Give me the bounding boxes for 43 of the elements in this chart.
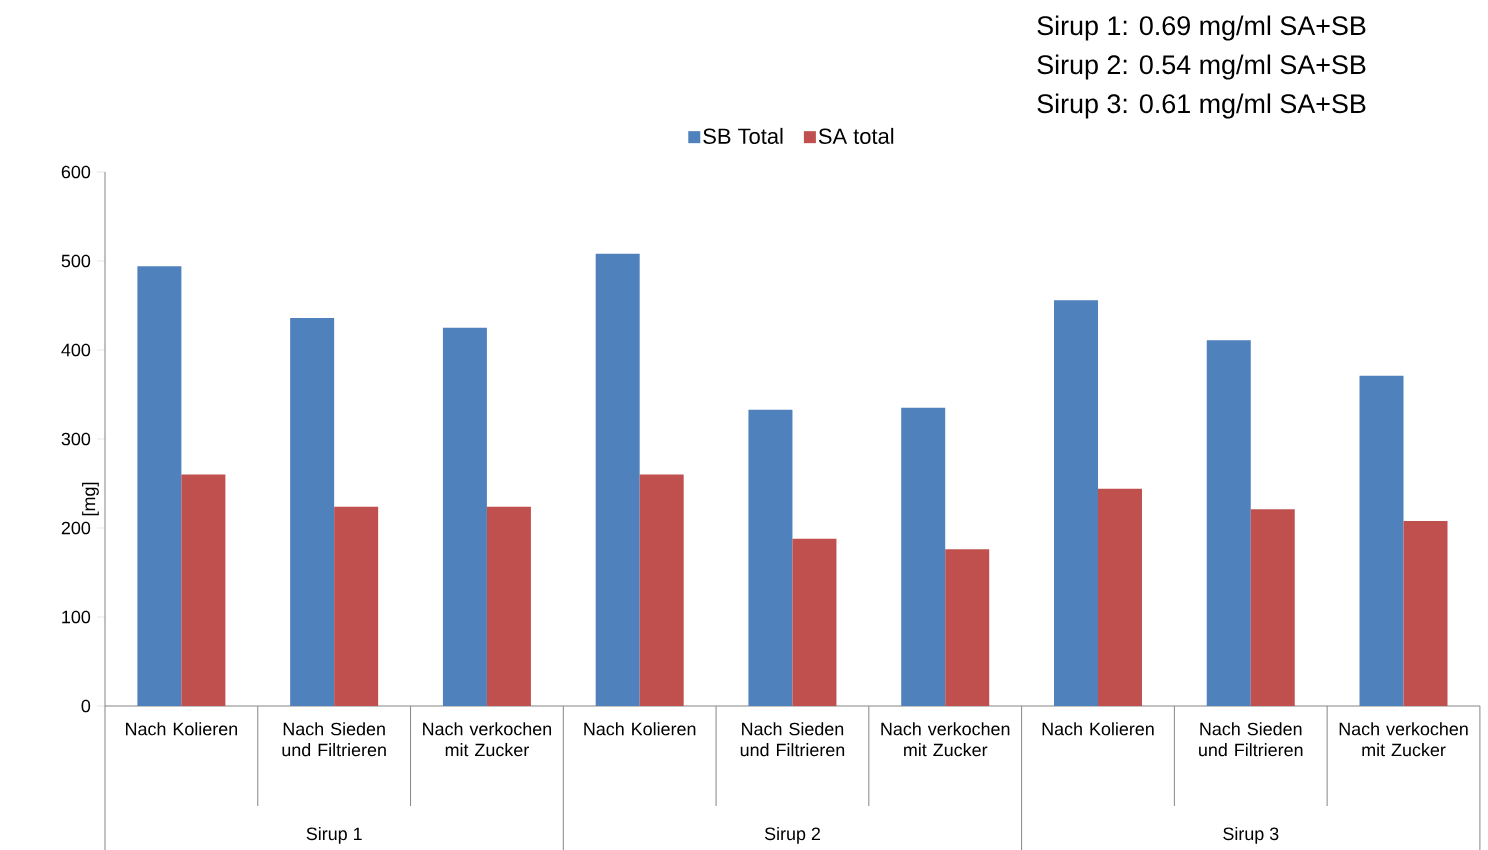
y-tick-label: 0 (81, 699, 91, 713)
y-axis-title: [mg] (82, 482, 99, 516)
x-tick-label: Nach verkochen mit Zucker (881, 722, 1010, 757)
bar (181, 474, 226, 706)
x-tick-label: Nach Sieden und Filtrieren (740, 722, 845, 757)
x-tick-label: Nach Kolieren (584, 722, 696, 736)
y-tick-label: 200 (61, 521, 91, 535)
x-tick-label: Nach Kolieren (126, 722, 238, 736)
x-tick-label: Nach Sieden und Filtrieren (1199, 722, 1303, 757)
text: Sirup 1: 0.69 mg/ml SA+SB (1037, 15, 1366, 41)
bar (639, 474, 684, 706)
bar (137, 266, 182, 706)
text: Sirup 3 (1223, 827, 1279, 844)
bar (290, 317, 335, 706)
text: Sirup 2: 0.54 mg/ml SA+SB (1037, 54, 1366, 80)
bar (334, 506, 379, 706)
bar (945, 549, 990, 706)
bar (1359, 375, 1404, 706)
bar (442, 327, 487, 706)
bar (1053, 300, 1098, 706)
bar (748, 409, 793, 706)
bar (901, 407, 946, 706)
text: Sirup 3: 0.61 mg/ml SA+SB (1037, 93, 1366, 119)
x-tick-label: Nach Sieden und Filtrieren (282, 722, 386, 757)
y-tick-label: 600 (61, 165, 91, 179)
y-tick-label: 300 (61, 432, 91, 446)
legend-label: SB Total (703, 127, 783, 144)
legend-label: SA total (818, 127, 894, 144)
text: Sirup 2 (764, 827, 820, 844)
bar (1206, 340, 1251, 706)
y-tick-label: 100 (62, 610, 91, 624)
bar (486, 506, 531, 706)
x-tick-label: Nach Kolieren (1042, 722, 1154, 736)
bar (1097, 488, 1142, 706)
y-tick-label: 400 (61, 343, 91, 357)
bar (792, 538, 837, 706)
bar (1403, 520, 1448, 706)
bar (595, 253, 640, 706)
bar (1250, 509, 1295, 706)
y-tick-label: 500 (61, 254, 91, 268)
x-tick-label: Nach verkochen mit Zucker (1339, 722, 1468, 757)
x-tick-label: Nach verkochen mit Zucker (423, 722, 552, 757)
text: Sirup 1 (306, 827, 362, 844)
